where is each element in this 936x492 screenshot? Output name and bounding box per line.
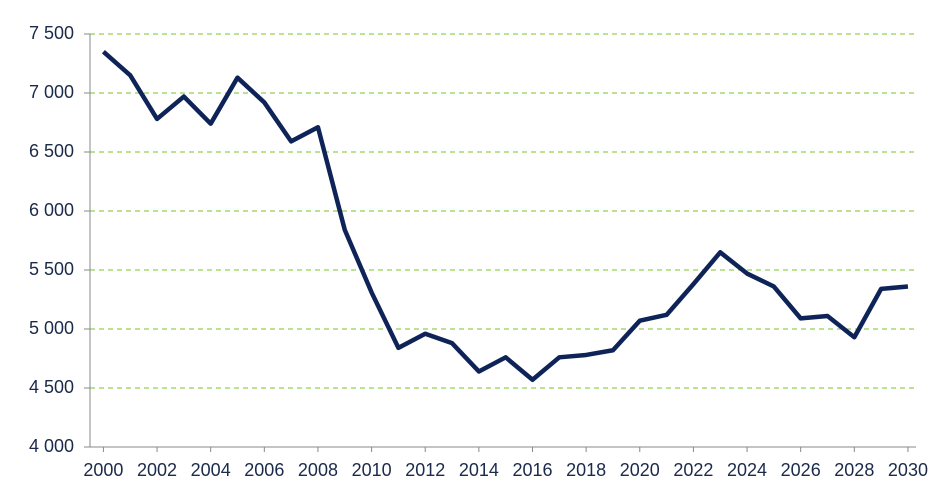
x-tick-label: 2024 [727, 460, 767, 480]
y-tick-label: 4 500 [29, 377, 74, 397]
y-tick-label: 5 500 [29, 259, 74, 279]
y-tick-label: 7 500 [29, 23, 74, 43]
y-tick-label: 6 000 [29, 200, 74, 220]
y-tick-label: 6 500 [29, 141, 74, 161]
y-tick-label: 4 000 [29, 436, 74, 456]
x-tick-label: 2026 [781, 460, 821, 480]
x-tick-label: 2020 [620, 460, 660, 480]
x-tick-label: 2010 [352, 460, 392, 480]
x-tick-label: 2016 [512, 460, 552, 480]
x-tick-label: 2002 [137, 460, 177, 480]
x-tick-label: 2004 [191, 460, 231, 480]
x-tick-label: 2018 [566, 460, 606, 480]
x-tick-label: 2022 [673, 460, 713, 480]
x-tick-label: 2030 [888, 460, 928, 480]
x-tick-label: 2014 [459, 460, 499, 480]
x-tick-label: 2006 [244, 460, 284, 480]
line-series [101, 50, 909, 382]
x-tick-label: 2012 [405, 460, 445, 480]
x-tick-label: 2000 [83, 460, 123, 480]
x-tick-label: 2008 [298, 460, 338, 480]
y-tick-label: 7 000 [29, 82, 74, 102]
x-tick-label: 2028 [834, 460, 874, 480]
y-tick-label: 5 000 [29, 318, 74, 338]
